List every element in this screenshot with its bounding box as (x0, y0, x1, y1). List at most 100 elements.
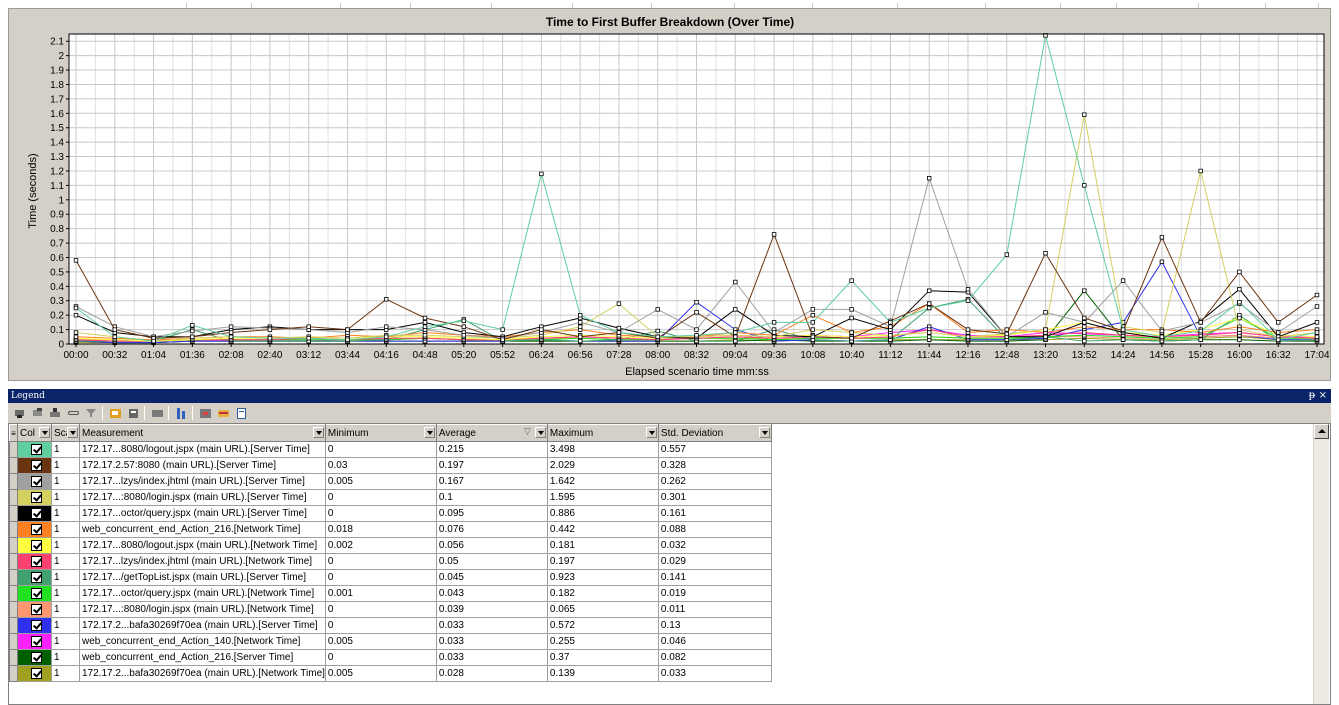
legend-row[interactable]: 1 172.17.2...bafa30269f70ea (main URL).[S… (9, 617, 772, 634)
x-tick-label: 12:16 (955, 350, 980, 361)
show-selected-icon[interactable] (48, 406, 62, 419)
export-icon[interactable] (198, 406, 212, 419)
average-cell: 0.043 (435, 585, 548, 602)
color-swatch[interactable] (17, 473, 52, 490)
row-selector[interactable] (9, 665, 18, 682)
row-selector[interactable] (9, 441, 18, 458)
visibility-checkbox[interactable] (31, 588, 42, 599)
series-group (68, 33, 1325, 345)
color-swatch[interactable] (17, 441, 52, 458)
color-swatch[interactable] (17, 633, 52, 650)
color-swatch[interactable] (17, 553, 52, 570)
color-swatch[interactable] (17, 601, 52, 618)
color-swatch[interactable] (17, 569, 52, 586)
legend-row[interactable]: 1 172.17.2...bafa30269f70ea (main URL).[N… (9, 665, 772, 682)
visibility-checkbox[interactable] (31, 620, 42, 631)
visibility-checkbox[interactable] (31, 636, 42, 647)
visibility-checkbox[interactable] (31, 556, 42, 567)
color-swatch[interactable] (17, 537, 52, 554)
row-selector[interactable] (9, 585, 18, 602)
column-header-color[interactable]: Col (17, 424, 52, 442)
strip-tick (897, 3, 898, 8)
column-header-measurement[interactable]: Measurement (79, 424, 326, 442)
row-selector[interactable] (9, 457, 18, 474)
color-swatch[interactable] (17, 617, 52, 634)
legend-row[interactable]: 1 172.17...8080/logout.jspx (main URL).[S… (9, 441, 772, 458)
show-all-icon[interactable] (12, 406, 26, 419)
color-swatch[interactable] (17, 457, 52, 474)
scroll-up-icon[interactable] (1314, 424, 1329, 439)
row-selector[interactable] (9, 537, 18, 554)
hide-all-icon[interactable] (30, 406, 44, 419)
visibility-checkbox[interactable] (31, 540, 42, 551)
dropdown-arrow-icon[interactable] (534, 427, 546, 438)
dropdown-arrow-icon[interactable] (645, 427, 657, 438)
color-swatch[interactable] (17, 585, 52, 602)
legend-row[interactable]: 1 172.17...:8080/login.jspx (main URL).[N… (9, 601, 772, 618)
dropdown-arrow-icon[interactable] (312, 427, 324, 438)
legend-row[interactable]: 1 web_concurrent_end_Action_216.[Network … (9, 521, 772, 538)
copy-icon[interactable] (216, 406, 230, 419)
filter-icon[interactable] (84, 406, 98, 419)
row-selector[interactable] (9, 617, 18, 634)
autocorrelate-icon[interactable] (174, 406, 188, 419)
legend-row[interactable]: 1 172.17...lzys/index.jhtml (main URL).[S… (9, 473, 772, 490)
visibility-checkbox[interactable] (31, 492, 42, 503)
row-selector[interactable] (9, 489, 18, 506)
row-selector[interactable] (9, 521, 18, 538)
highlight-icon[interactable] (108, 406, 122, 419)
columns-icon[interactable] (234, 406, 248, 419)
column-header-minimum[interactable]: Minimum (324, 424, 437, 442)
visibility-checkbox[interactable] (31, 668, 42, 679)
configure-icon[interactable] (66, 406, 80, 419)
dropdown-arrow-icon[interactable] (758, 427, 770, 438)
row-selector[interactable] (9, 473, 18, 490)
dropdown-arrow-icon[interactable] (39, 427, 50, 438)
legend-row[interactable]: 1 172.17.2.57:8080 (main URL).[Server Tim… (9, 457, 772, 474)
color-swatch[interactable] (17, 665, 52, 682)
properties-icon[interactable] (126, 406, 140, 419)
visibility-checkbox[interactable] (31, 524, 42, 535)
row-selector[interactable] (9, 553, 18, 570)
visibility-checkbox[interactable] (31, 460, 42, 471)
visibility-checkbox[interactable] (31, 508, 42, 519)
legend-row[interactable]: 1 172.17...lzys/index.jhtml (main URL).[N… (9, 553, 772, 570)
color-swatch[interactable] (17, 521, 52, 538)
legend-row[interactable]: 1 172.17...8080/logout.jspx (main URL).[N… (9, 537, 772, 554)
visibility-checkbox[interactable] (31, 444, 42, 455)
strip-tick (410, 3, 411, 8)
column-header-scale[interactable]: Sca (51, 424, 80, 442)
measurement-cell: 172.17...lzys/index.jhtml (main URL).[Ne… (79, 553, 326, 570)
color-swatch[interactable] (17, 489, 52, 506)
vertical-scrollbar[interactable] (1313, 424, 1329, 704)
dropdown-arrow-icon[interactable] (67, 427, 78, 438)
visibility-checkbox[interactable] (31, 476, 42, 487)
average-cell: 0.033 (435, 617, 548, 634)
row-selector[interactable] (9, 601, 18, 618)
legend-row[interactable]: 1 172.17.../getTopList.jspx (main URL).[S… (9, 569, 772, 586)
dropdown-arrow-icon[interactable] (423, 427, 435, 438)
column-header-maximum[interactable]: Maximum (546, 424, 659, 442)
row-selector[interactable] (9, 505, 18, 522)
row-selector-header[interactable]: ≡ (9, 424, 18, 442)
pin-icon[interactable]: ᵽ (1308, 390, 1315, 401)
visibility-checkbox[interactable] (31, 604, 42, 615)
row-selector[interactable] (9, 569, 18, 586)
close-icon[interactable]: × (1318, 390, 1327, 401)
visibility-checkbox[interactable] (31, 572, 42, 583)
average-cell: 0.167 (435, 473, 548, 490)
legend-row[interactable]: 1 web_concurrent_end_Action_216.[Server T… (9, 649, 772, 666)
column-header-average[interactable]: Average ▽ (435, 424, 548, 442)
legend-row[interactable]: 1 172.17...octor/query.jspx (main URL).[S… (9, 505, 772, 522)
column-header-std-deviation[interactable]: Std. Deviation (657, 424, 772, 442)
legend-row[interactable]: 1 172.17...octor/query.jspx (main URL).[N… (9, 585, 772, 602)
data-point (888, 324, 893, 329)
color-swatch[interactable] (17, 505, 52, 522)
visibility-checkbox[interactable] (31, 652, 42, 663)
row-selector[interactable] (9, 649, 18, 666)
legend-row[interactable]: 1 web_concurrent_end_Action_140.[Network … (9, 633, 772, 650)
row-selector[interactable] (9, 633, 18, 650)
animate-icon[interactable] (150, 406, 164, 419)
legend-row[interactable]: 1 172.17...:8080/login.jspx (main URL).[S… (9, 489, 772, 506)
color-swatch[interactable] (17, 649, 52, 666)
